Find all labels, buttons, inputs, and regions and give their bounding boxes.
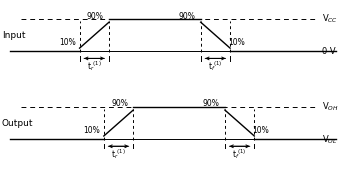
Text: t$_r$$^{(1)}$: t$_r$$^{(1)}$ [111,147,126,161]
Text: 90%: 90% [87,11,104,21]
Text: V$_{CC}$: V$_{CC}$ [322,12,338,25]
Text: 10%: 10% [228,38,245,47]
Text: Output: Output [2,118,33,128]
Text: 10%: 10% [253,126,269,135]
Text: 10%: 10% [83,126,100,135]
Text: Input: Input [2,31,25,40]
Text: 90%: 90% [203,99,220,108]
Text: V$_{OL}$: V$_{OL}$ [322,133,337,146]
Text: 10%: 10% [59,38,75,47]
Text: t$_f$$^{(1)}$: t$_f$$^{(1)}$ [233,147,247,161]
Text: 90%: 90% [179,11,195,21]
Text: V$_{OH}$: V$_{OH}$ [322,100,338,113]
Text: 0 V: 0 V [322,47,335,56]
Text: t$_f$$^{(1)}$: t$_f$$^{(1)}$ [208,59,222,73]
Text: 90%: 90% [111,99,128,108]
Text: t$_r$$^{(1)}$: t$_r$$^{(1)}$ [87,59,102,73]
